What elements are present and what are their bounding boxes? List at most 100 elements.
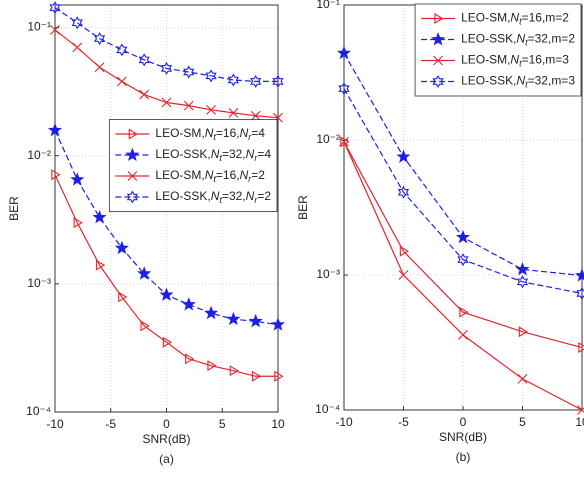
y-tick-label: 10⁻³ [27,276,51,290]
legend-marker [125,147,140,161]
data-point [515,261,530,276]
series-line [343,141,583,349]
data-point [93,32,106,46]
data-point [159,287,174,301]
legend-marker [434,13,444,24]
x-tick-label: 0 [163,417,170,431]
data-point [578,342,584,354]
subplot: -10 -5 0 5 10 10⁻⁴ 10⁻³ 10⁻² 10⁻¹ SNR(dB) (b) BER LE… [296,0,584,464]
series-line [54,174,278,377]
data-point [397,185,410,199]
data-point [116,43,128,57]
y-tick-label: 10⁻¹ [27,20,51,34]
data-point [398,270,409,280]
legend: LEO-SM,Nt=16,Nr=4 LEO-SSK,Nt=32,Nr=4 LEO-S… [108,119,278,212]
x-tick-label: 5 [219,417,226,431]
data-point [457,253,469,267]
x-tick-label: -5 [105,417,116,431]
data-point [160,61,173,75]
x-tick-label: 10 [271,417,285,431]
data-point [206,104,216,115]
axes-frame [54,4,279,413]
legend-marker [128,128,138,140]
legend-label: LEO-SSK,Nt=32,Nr=2 [155,189,271,205]
data-point [140,320,150,332]
y-axis-label: BER [7,196,21,221]
legend-label: LEO-SSK,Nt=32,m=3 [461,74,575,90]
data-point [118,291,128,303]
data-point [205,69,217,83]
data-point [47,122,63,137]
data-point [228,107,239,118]
data-point [183,65,195,79]
data-point [339,136,349,147]
data-point [396,149,411,163]
data-point [138,53,150,67]
legend-label: LEO-SM,Nt=16,Nr=2 [155,168,265,184]
data-point [458,330,468,340]
data-point [49,1,61,15]
data-point [270,317,286,331]
data-point [576,286,584,300]
data-point [517,374,528,384]
data-point [162,336,173,348]
data-point [227,73,240,87]
series-line [54,7,278,83]
y-tick-label: 10⁻¹ [316,0,340,11]
data-point [250,110,261,121]
data-point [139,89,150,100]
data-point [250,74,262,88]
legend-marker [433,55,443,66]
data-point [248,313,263,328]
data-point [185,353,195,365]
x-axis-label: SNR(dB) [439,430,487,444]
y-tick-label: 10⁻² [316,132,340,146]
legend-box [414,3,582,97]
legend: LEO-SM,Nt=16,m=2 LEO-SSK,Nt=32,m=2 LEO-SM,… [414,3,582,97]
legend-label: LEO-SM,Nt=16,m=3 [461,53,569,69]
data-point [50,24,60,35]
data-point [92,209,107,224]
x-tick-label: -5 [398,415,409,429]
data-point [161,97,172,108]
data-point [399,245,410,257]
data-point [272,74,284,88]
legend-marker [127,171,138,181]
data-point [51,169,61,181]
data-point [336,45,352,60]
x-tick-label: -10 [335,415,353,429]
data-point [229,365,239,377]
data-point [114,240,129,255]
data-point [73,217,83,229]
data-point [459,306,469,318]
x-tick-label: -10 [46,417,64,431]
data-point [117,76,127,87]
data-point [71,16,83,30]
data-point [518,326,529,338]
data-point [338,82,350,96]
data-point [94,62,105,73]
caption: (a) [159,452,174,466]
data-point [70,172,85,186]
data-point [72,42,83,53]
legend-label: LEO-SM,Nt=16,Nr=4 [155,126,265,142]
legend-box [108,119,278,212]
legend-marker [126,190,139,204]
legend-marker [431,32,446,46]
data-point [274,370,284,382]
data-point [577,405,584,415]
data-point [181,297,196,311]
data-point [455,229,471,244]
subplot: -10 -5 0 5 10 10⁻⁴ 10⁻³ 10⁻² 10⁻¹ SNR(dB) (a) BER LE… [7,1,286,466]
data-point [251,370,262,382]
x-tick-label: 0 [460,415,467,429]
x-tick-label: 5 [519,415,526,429]
data-point [574,268,584,282]
caption: (b) [456,450,471,464]
y-tick-label: 10⁻² [27,148,51,162]
series-line [343,88,583,295]
y-axis-label: BER [296,195,310,220]
x-tick-label: 10 [575,415,584,429]
data-point [183,100,194,111]
